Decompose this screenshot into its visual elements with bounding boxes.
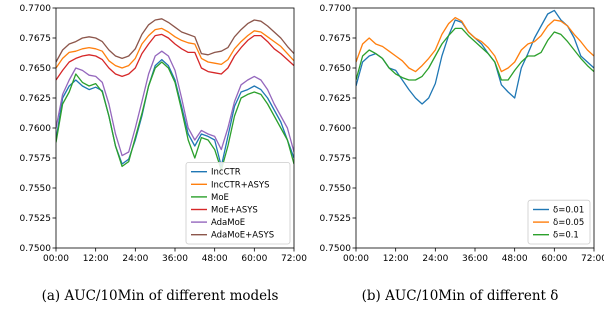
series-line-3 (356, 27, 594, 81)
figure-caption: (a) AUC/10Min of different models (42, 288, 279, 304)
y-tick-label: 0.7625 (20, 94, 52, 104)
x-tick-label: 00:00 (343, 254, 369, 264)
y-tick-label: 0.7675 (320, 34, 352, 44)
chart-panel-2: 0.7500 0.7525 0.7550 0.7575 0.7600 0.7625 0.76… (320, 4, 604, 304)
x-tick-label: 72:00 (581, 254, 604, 264)
series-line-4 (56, 33, 294, 81)
series-line-5 (56, 50, 294, 157)
series-line-1 (356, 9, 594, 105)
y-tick-label: 0.7700 (20, 4, 52, 14)
y-tick-label: 0.7575 (20, 154, 52, 164)
y-tick-label: 0.7650 (320, 64, 352, 74)
x-tick-label: 24:00 (422, 254, 448, 264)
legend-label: MoE+ASYS (211, 206, 258, 216)
y-tick-label: 0.7675 (20, 34, 52, 44)
legend-label: δ=0.05 (553, 218, 584, 228)
y-tick-label: 0.7625 (320, 94, 352, 104)
series-group (356, 9, 594, 105)
legend-box (527, 199, 591, 245)
x-tick-label: 12:00 (383, 254, 409, 264)
y-tick-label: 0.7600 (320, 124, 352, 134)
series-line-2 (356, 16, 594, 73)
x-tick-label: 72:00 (281, 254, 307, 264)
y-tick-label: 0.7575 (320, 154, 352, 164)
figure-caption: (b) AUC/10Min of different δ (362, 288, 559, 304)
x-tick-label: 60:00 (241, 254, 267, 264)
y-tick-label: 0.7550 (20, 184, 52, 194)
y-tick-label: 0.7525 (20, 214, 52, 224)
series-group (56, 18, 294, 171)
y-tick-label: 0.7550 (320, 184, 352, 194)
x-tick-label: 48:00 (502, 254, 528, 264)
series-line-3 (56, 61, 294, 171)
series-line-2 (56, 27, 294, 69)
y-tick-label: 0.7525 (320, 214, 352, 224)
x-tick-label: 36:00 (162, 254, 188, 264)
y-tick-label: 0.7600 (20, 124, 52, 134)
x-tick-label: 48:00 (202, 254, 228, 264)
legend-label: δ=0.01 (553, 206, 584, 216)
legend-box (185, 161, 291, 245)
series-line-6 (56, 18, 294, 63)
legend-label: δ=0.1 (553, 231, 579, 241)
legend-label: MoE (211, 193, 229, 203)
legend: δ=0.01 δ=0.05 δ=0.1 (527, 199, 591, 245)
x-tick-label: 12:00 (83, 254, 109, 264)
series-line-1 (56, 58, 294, 168)
chart-panel-1: 0.7500 0.7525 0.7550 0.7575 0.7600 0.7625 0.76… (20, 4, 308, 304)
x-tick-label: 36:00 (462, 254, 488, 264)
y-tick-label: 0.7500 (20, 244, 52, 254)
y-tick-label: 0.7650 (20, 64, 52, 74)
x-tick-label: 24:00 (122, 254, 148, 264)
x-tick-label: 00:00 (43, 254, 69, 264)
x-tick-label: 60:00 (541, 254, 567, 264)
y-tick-label: 0.7700 (320, 4, 352, 14)
y-tick-label: 0.7500 (320, 244, 352, 254)
legend-label: IncCTR (211, 168, 241, 178)
legend-label: AdaMoE+ASYS (211, 231, 274, 241)
legend-label: IncCTR+ASYS (211, 180, 270, 190)
legend: IncCTR IncCTR+ASYS MoE MoE+ASYS AdaMoE AdaMoE… (185, 161, 291, 245)
legend-label: AdaMoE (211, 218, 245, 228)
